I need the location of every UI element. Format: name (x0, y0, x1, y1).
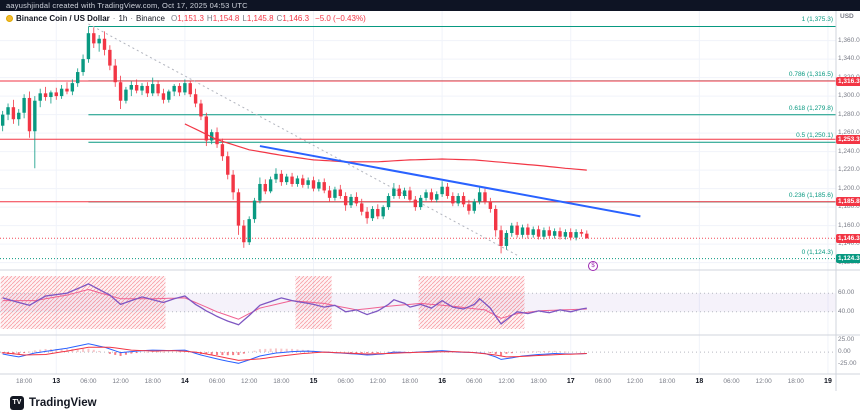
sticker-marker[interactable]: $ (588, 261, 598, 271)
symbol-title: Binance Coin / US Dollar (16, 14, 110, 23)
separator: · (130, 14, 134, 23)
ohlc-key: C (276, 14, 283, 23)
change-readout: −5.0 (−0.43%) (315, 14, 366, 23)
ohlc-value: 1,146.3 (282, 14, 310, 23)
ohlc-value: 1,151.3 (177, 14, 204, 23)
ohlc-readout: O1,151.3 H1,154.8 L1,145.8 C1,146.3 (168, 14, 309, 23)
ohlc-key: O (170, 14, 178, 23)
footer: TV TradingView (0, 391, 860, 414)
ohlc-key: H (206, 14, 213, 23)
ohlc-key: L (242, 14, 247, 23)
chart-canvas[interactable] (0, 0, 860, 391)
tradingview-brand[interactable]: TradingView (29, 396, 97, 409)
axis-currency-label: USD (840, 13, 854, 20)
exchange-label: Binance (136, 14, 165, 23)
attribution-text: aayushjindal created with TradingView.co… (6, 1, 248, 10)
ohlc-value: 1,145.8 (246, 14, 274, 23)
interval-label[interactable]: 1h (118, 14, 128, 23)
attribution-bar: aayushjindal created with TradingView.co… (0, 0, 860, 11)
ohlc-value: 1,154.8 (212, 14, 240, 23)
tradingview-logo-icon[interactable]: TV (10, 395, 24, 410)
symbol-logo-icon (6, 15, 13, 22)
separator: · (112, 14, 116, 23)
symbol-legend[interactable]: Binance Coin / US Dollar · 1h · Binance … (6, 14, 366, 23)
